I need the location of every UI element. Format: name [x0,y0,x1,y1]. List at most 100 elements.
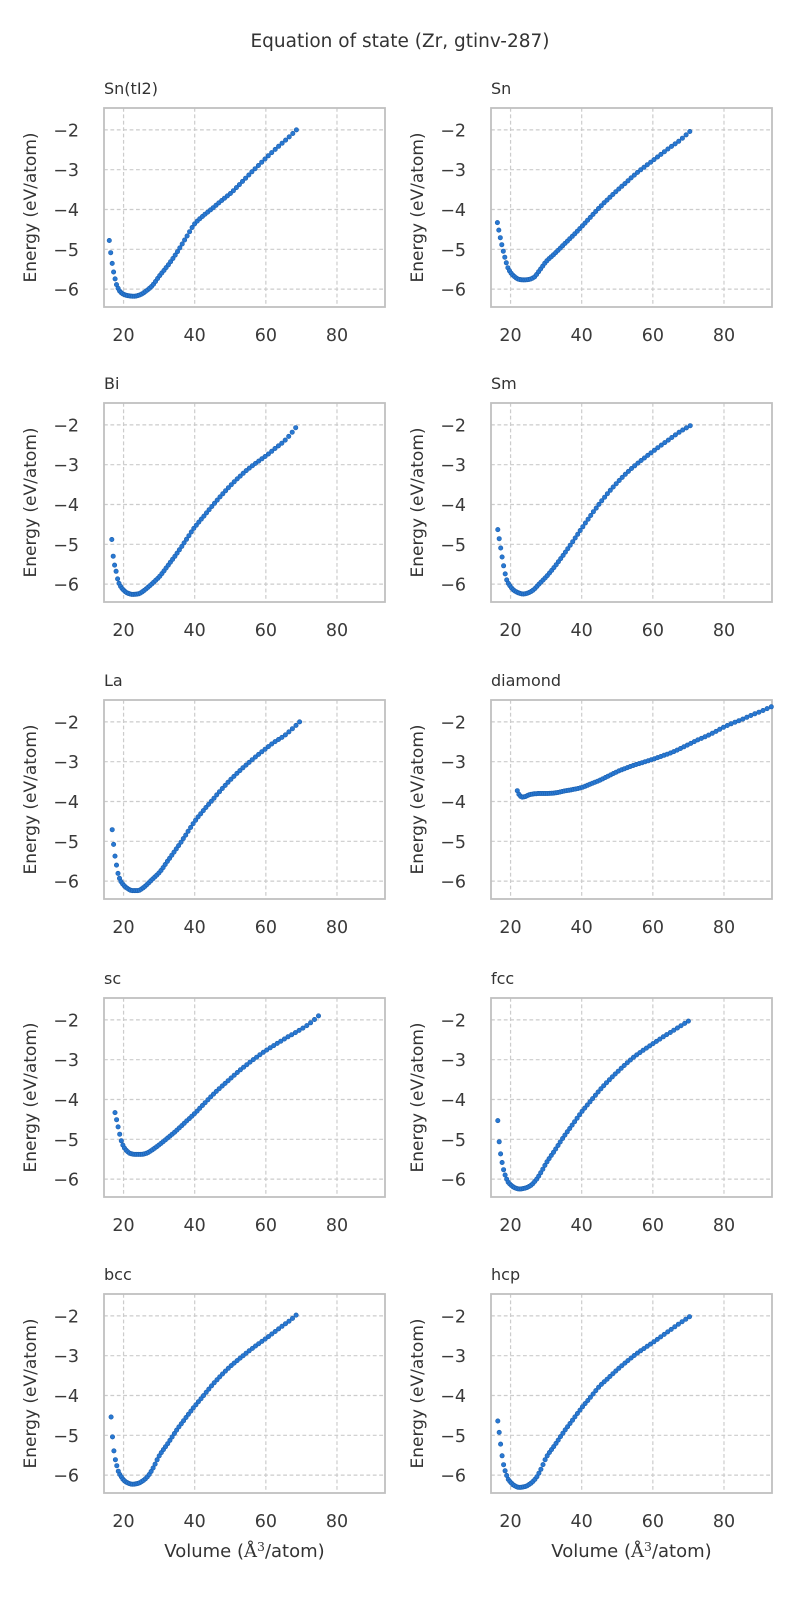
data-point [272,446,278,452]
data-point [236,182,242,188]
data-point [112,1457,118,1463]
data-point [281,1036,287,1042]
data-point [582,520,588,526]
y-tick-label: −2 [53,1011,79,1031]
data-point [678,1023,684,1029]
data-point [109,537,115,543]
data-point [177,245,183,251]
data-point [211,1380,217,1386]
data-point [190,821,196,827]
data-point [601,1083,607,1089]
y-tick-label: −2 [440,1011,466,1031]
data-point [117,1131,123,1137]
x-axis-label: Volume (Å3/atom) [551,1539,711,1562]
data-point [651,1339,657,1345]
data-point [562,1132,568,1138]
data-point [651,157,657,163]
data-point [536,1470,542,1476]
plot-border [490,997,773,1198]
gridlines [104,403,385,602]
data-point [222,782,228,788]
subplot-cell-sc: sc −2 −3 −4 −5 −6 20 40 60 80 Energy (eV/atom) [19,963,391,1249]
data-point [661,1331,667,1337]
y-tick-label: −4 [53,793,79,813]
y-axis-label: Energy (eV/atom) [21,427,41,577]
gridlines [104,998,385,1197]
data-point [262,1336,268,1342]
data-point [610,192,616,198]
x-tick-label: 40 [184,326,206,346]
data-point [259,159,265,165]
plot-border [103,107,386,308]
data-point [498,1441,504,1447]
plot-border [490,402,773,603]
data-point [592,1092,598,1098]
data-point [713,728,719,734]
data-point [286,134,292,140]
data-point [687,423,693,429]
data-point [243,762,249,768]
data-point [271,1043,277,1049]
data-point [234,1070,240,1076]
data-point [740,716,746,722]
data-point [494,220,500,226]
subplot-title: Sn(tI2) [104,79,158,98]
data-point [593,505,599,511]
data-point [499,1453,505,1459]
data-point [259,1338,265,1344]
data-point [590,1391,596,1397]
x-tick-label: 60 [255,1216,277,1236]
scatter-series-sc [112,1013,321,1157]
data-point [265,153,271,159]
data-point [170,256,176,262]
data-point [241,1064,247,1070]
data-point [672,141,678,147]
data-point [675,1321,681,1327]
data-point [495,1118,501,1124]
data-point [106,238,112,244]
y-tick-label: −5 [440,536,466,556]
data-point [668,1326,674,1332]
y-tick-label: −5 [53,1427,79,1447]
data-point [538,1170,544,1176]
data-point [289,429,295,435]
data-point [247,1059,253,1065]
data-point [217,494,223,500]
data-point [585,1398,591,1404]
data-point [234,770,240,776]
plot-border [103,699,386,900]
x-tick-label: 40 [571,326,593,346]
y-tick-label: −6 [53,281,79,301]
data-point [560,1136,566,1142]
y-tick-label: −6 [53,576,79,596]
data-point [502,1468,508,1474]
data-point [542,1162,548,1168]
data-point [671,1027,677,1033]
data-point [496,1429,502,1435]
data-point [501,1167,507,1173]
x-tick-label: 80 [326,918,348,938]
data-point [176,547,182,553]
data-point [658,1334,664,1340]
data-point [641,1346,647,1352]
data-point [501,563,507,569]
data-point [228,1075,234,1081]
subplot-title: hcp [491,1265,520,1284]
data-point [188,825,194,831]
data-point [679,1319,685,1325]
data-point [152,1461,158,1467]
data-point [282,1321,288,1327]
y-tick-label: −5 [53,1131,79,1151]
y-tick-label: −4 [440,1387,466,1407]
data-point [687,128,693,134]
gridlines [491,108,772,307]
data-point [625,178,631,184]
data-point [112,562,118,568]
data-point [610,484,616,490]
data-point [555,1143,561,1149]
data-point [223,488,229,494]
y-tick-label: −3 [440,1347,466,1367]
data-point [282,732,288,738]
data-point [115,870,121,876]
x-tick-label: 60 [642,1512,664,1532]
